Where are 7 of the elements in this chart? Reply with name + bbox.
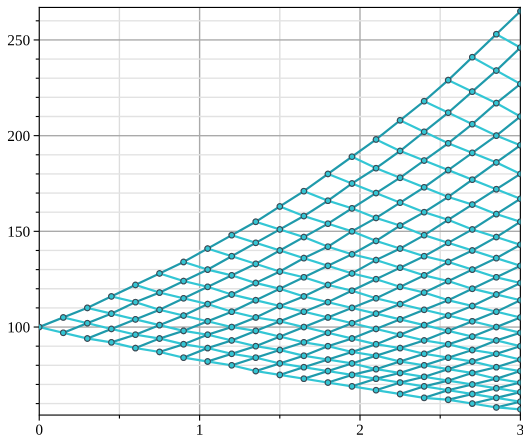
x-tick-label: 0	[36, 424, 42, 435]
y-tick-label: 150	[8, 226, 30, 237]
x-tick-label: 2	[356, 424, 363, 435]
y-tick-label: 100	[8, 322, 30, 332]
y-tick-label: 200	[8, 130, 30, 142]
x-tick-label: 1	[197, 424, 203, 435]
y-tick-label: 250	[8, 35, 30, 46]
